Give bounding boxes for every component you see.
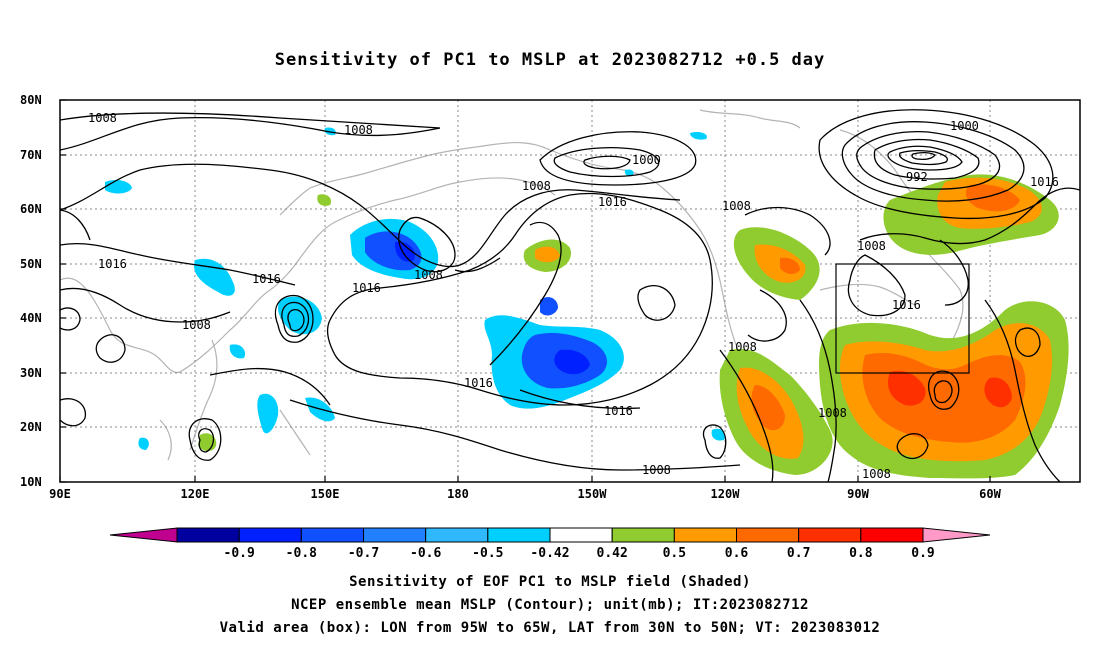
colorbar-swatch [860,527,924,543]
plot-frame [59,99,1081,483]
latitude-labels: 80N 70N 60N 50N 40N 30N 20N 10N [20,93,42,489]
positive-sensitivity-shading [198,174,1069,479]
colorbar-max-triangle [922,527,991,543]
caption-line-3: Valid area (box): LON from 95W to 65W, L… [219,620,881,636]
contour-label: 1000 [950,119,979,133]
lat-label: 50N [20,257,42,271]
colorbar-swatch [363,527,427,543]
contour-label-group: 1008 1008 1000 1008 1016 1008 1000 992 1… [88,111,1059,481]
contour-label: 1016 [98,257,127,271]
lon-label: 90W [847,487,869,501]
contour-label: 1016 [892,298,921,312]
lon-label: 60W [979,487,1001,501]
colorbar-swatch [238,527,302,543]
contour-label: 1008 [182,318,211,332]
lon-label: 90E [49,487,71,501]
contour-label: 1008 [414,268,443,282]
colorbar-tick-label: 0.6 [725,546,749,561]
lat-label: 40N [20,311,42,325]
colorbar-swatch [673,527,737,543]
lon-label: 180 [447,487,469,501]
caption-line-2: NCEP ensemble mean MSLP (Contour); unit(… [291,597,809,613]
colorbar-tick-label: 0.8 [849,546,873,561]
contour-label: 1008 [522,179,551,193]
colorbar-swatch [736,527,800,543]
colorbar-labels: -0.9 -0.8 -0.7 -0.6 -0.5 -0.42 0.42 0.5 0.6 0.7 0.… [224,546,935,561]
contour-label: 1008 [88,111,117,125]
colorbar-tick-label: 0.5 [663,546,686,561]
caption-line-1: Sensitivity of EOF PC1 to MSLP field (Sh… [349,574,751,590]
colorbar-swatch [611,527,675,543]
axis-ticks [59,99,991,483]
contour-label: 1008 [728,340,757,354]
lat-label: 20N [20,420,42,434]
lon-label: 120E [181,487,210,501]
lon-label: 150E [311,487,340,501]
colorbar-tick-label: -0.6 [410,546,441,561]
lon-label: 120W [711,487,741,501]
lon-label: 150W [578,487,608,501]
colorbar-tick-label: -0.42 [530,546,569,561]
contour-label: 1016 [252,272,281,286]
colorbar-tick-label: -0.8 [286,546,317,561]
lat-label: 70N [20,148,42,162]
colorbar-swatch [487,527,551,543]
contour-label: 1000 [632,153,661,167]
colorbar-swatch [176,527,240,543]
colorbar [109,527,991,543]
contour-label: 1008 [642,463,671,477]
contour-label: 1016 [604,404,633,418]
lat-label: 10N [20,475,42,489]
contour-label: 1016 [352,281,381,295]
mslp-contours [60,109,1080,482]
contour-label: 1008 [344,123,373,137]
map-title: Sensitivity of PC1 to MSLP at 2023082712… [274,50,826,70]
colorbar-swatch [549,527,613,543]
negative-sensitivity-shading [105,127,726,450]
colorbar-tick-label: 0.42 [597,546,628,561]
lat-label: 80N [20,93,42,107]
colorbar-tick-label: 0.9 [911,546,934,561]
contour-label: 1016 [1030,175,1059,189]
lat-label: 60N [20,202,42,216]
colorbar-swatch [300,527,365,543]
colorbar-min-triangle [109,527,178,543]
colorbar-swatch [798,527,862,543]
contour-label: 992 [906,170,928,184]
contour-label: 1008 [857,239,886,253]
colorbar-tick-label: -0.5 [472,546,503,561]
longitude-labels: 90E 120E 150E 180 150W 120W 90W 60W [49,487,1001,501]
colorbar-tick-label: -0.7 [348,546,379,561]
contour-label: 1016 [598,195,627,209]
contour-label: 1016 [464,376,493,390]
contour-label: 1008 [862,467,891,481]
contour-label: 1008 [818,406,847,420]
colorbar-swatch [425,527,489,543]
colorbar-tick-label: 0.7 [787,546,810,561]
colorbar-tick-label: -0.9 [224,546,255,561]
valid-area-box [835,263,970,374]
lat-label: 30N [20,366,42,380]
contour-label: 1008 [722,199,751,213]
